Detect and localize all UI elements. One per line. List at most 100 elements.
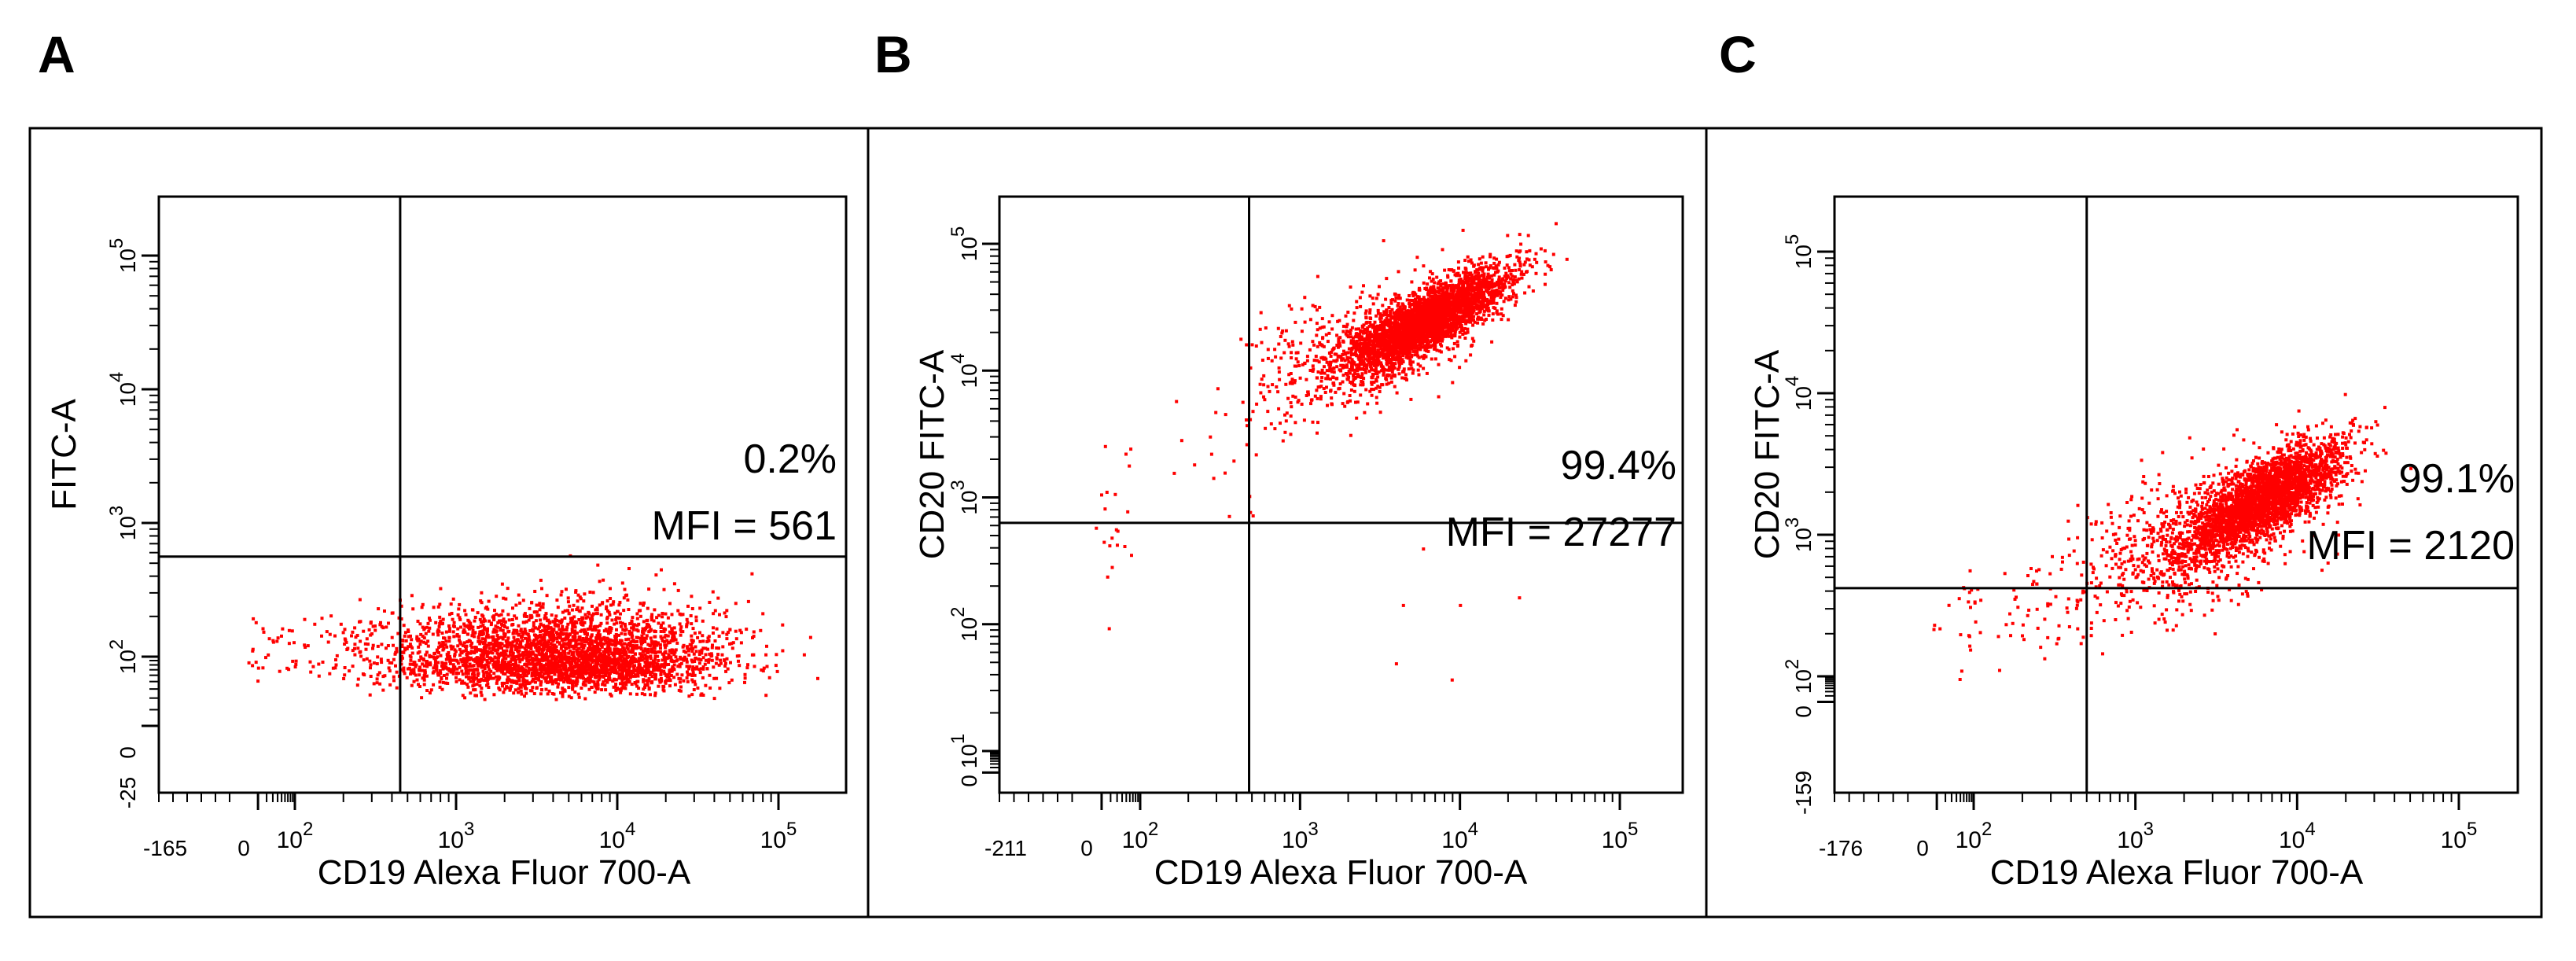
dot-a-c0-1899 (564, 642, 568, 646)
dot-a-c0-1718 (679, 685, 683, 689)
dot-a-c0-1327 (685, 665, 689, 668)
dot-a-c1-144 (554, 618, 558, 622)
dot-b-c0-1338 (1345, 330, 1349, 333)
dot-a-c0-2159 (487, 651, 491, 655)
dot-a-c0-2282 (614, 668, 618, 672)
dot-a-c0-2327 (587, 646, 591, 650)
dot-a-c0-1133 (607, 631, 610, 635)
dot-a-c1-226 (556, 635, 560, 639)
dot-a-c0-2620 (551, 664, 555, 667)
dot-a-c2-22 (343, 666, 347, 669)
dot-a-c0-1711 (541, 602, 545, 606)
dot-a-c1-243 (500, 670, 504, 674)
y-tick-label-a-5: 105 (106, 238, 140, 274)
dot-a-c1-106 (521, 630, 524, 634)
dot-a-c2-31 (317, 674, 321, 678)
dot-a-c1-335 (508, 654, 512, 657)
dot-a-c1-330 (541, 665, 545, 668)
dot-a-c0-2279 (595, 606, 599, 610)
dot-a-c0-2380 (601, 601, 605, 605)
dot-a-c0-827 (687, 654, 691, 657)
dot-a-c0-1508 (668, 679, 672, 683)
dot-a-c0-1955 (454, 676, 458, 679)
dot-b-c0-1206 (1403, 311, 1407, 315)
dot-a-c1-6 (402, 669, 406, 673)
dot-a-c0-2588 (572, 639, 576, 643)
dot-a-c1-462 (473, 631, 477, 635)
dot-a-c1-141 (425, 625, 429, 629)
dot-b-c0-923 (1459, 329, 1463, 333)
dot-a-c0-1493 (707, 635, 711, 639)
dot-a-c0-1972 (623, 648, 626, 652)
dot-a-c0-2154 (546, 627, 550, 631)
dot-a-c0-528 (519, 643, 523, 646)
dot-a-c0-470 (700, 648, 704, 652)
dot-a-c0-2257 (622, 661, 626, 664)
y-tick-label-a-1: 0 (116, 746, 140, 759)
dot-a-c0-843 (662, 669, 666, 673)
dot-b-c0-621 (1393, 318, 1397, 322)
dot-a-c1-26 (351, 665, 355, 668)
dot-a-c1-162 (476, 672, 480, 676)
dot-a-c1-238 (485, 606, 488, 609)
dot-a-c0-2225 (535, 610, 539, 614)
dot-a-c0-28 (620, 659, 624, 663)
dot-a-c0-1279 (444, 630, 448, 634)
dot-a-c0-1437 (673, 683, 677, 687)
dot-a-c0-2564 (610, 661, 613, 665)
dot-a-c0-782 (738, 628, 742, 632)
dot-a-c0-1966 (679, 657, 683, 661)
dot-a-c0-358 (583, 677, 587, 681)
dot-a-c0-2758 (588, 665, 592, 669)
dot-a-c0-2791 (669, 669, 673, 673)
dot-a-c1-234 (487, 599, 491, 603)
dot-a-c0-1392 (596, 674, 600, 678)
dot-a-c0-576 (582, 599, 586, 603)
dot-a-c0-2266 (650, 650, 653, 654)
dot-a-c0-2165 (516, 673, 520, 676)
dot-a-c0-56 (712, 631, 715, 635)
dot-a-c1-173 (411, 607, 415, 611)
dot-a-c0-880 (499, 628, 502, 632)
dot-b-c0-18 (1358, 333, 1361, 336)
dot-a-c0-2581 (637, 622, 641, 626)
dot-a-c0-1254 (633, 652, 637, 656)
dot-a-c0-1570 (459, 658, 463, 661)
dot-a-c2-38 (254, 661, 258, 665)
dot-b-c0-652 (1455, 324, 1459, 327)
dot-a-c0-1991 (650, 680, 654, 683)
dot-a-c1-369 (509, 679, 513, 683)
dot-a-c1-156 (445, 645, 449, 649)
dot-a-c0-1514 (775, 653, 778, 657)
dot-a-c1-448 (443, 636, 447, 640)
dot-a-c0-2543 (564, 671, 568, 675)
dot-a-c1-251 (519, 683, 523, 687)
dot-a-c2-24 (293, 641, 296, 645)
dot-b-c0-262 (1535, 260, 1539, 264)
dot-a-c0-2358 (775, 669, 779, 673)
dot-a-c0-2009 (422, 678, 426, 682)
dot-a-c0-1446 (606, 637, 610, 641)
dot-a-c1-406 (498, 676, 502, 679)
dot-a-c0-2020 (587, 668, 591, 672)
dot-a-c0-2133 (643, 670, 647, 674)
dot-a-c0-2655 (478, 631, 482, 635)
dot-a-c0-2394 (750, 572, 754, 576)
dot-a-c0-778 (469, 643, 473, 647)
dot-a-c0-1675 (605, 605, 609, 609)
dot-a-c0-893 (580, 649, 584, 653)
dot-a-c0-1918 (563, 654, 567, 658)
dot-a-c0-2443 (535, 662, 539, 666)
dot-a-c0-292 (470, 646, 474, 650)
dot-a-c0-2608 (595, 665, 599, 669)
dot-a-c1-456 (290, 629, 294, 633)
dot-a-c0-2690 (599, 664, 603, 668)
dot-b-c0-861 (1511, 283, 1514, 287)
dot-a-c1-343 (441, 667, 445, 671)
dot-a-c0-742 (492, 614, 496, 618)
dot-a-c1-488 (561, 644, 565, 648)
dot-a-c0-992 (572, 615, 576, 619)
dot-a-c0-824 (686, 673, 690, 677)
dot-a-c0-1370 (566, 609, 570, 613)
dot-b-c0-709 (1346, 357, 1350, 361)
